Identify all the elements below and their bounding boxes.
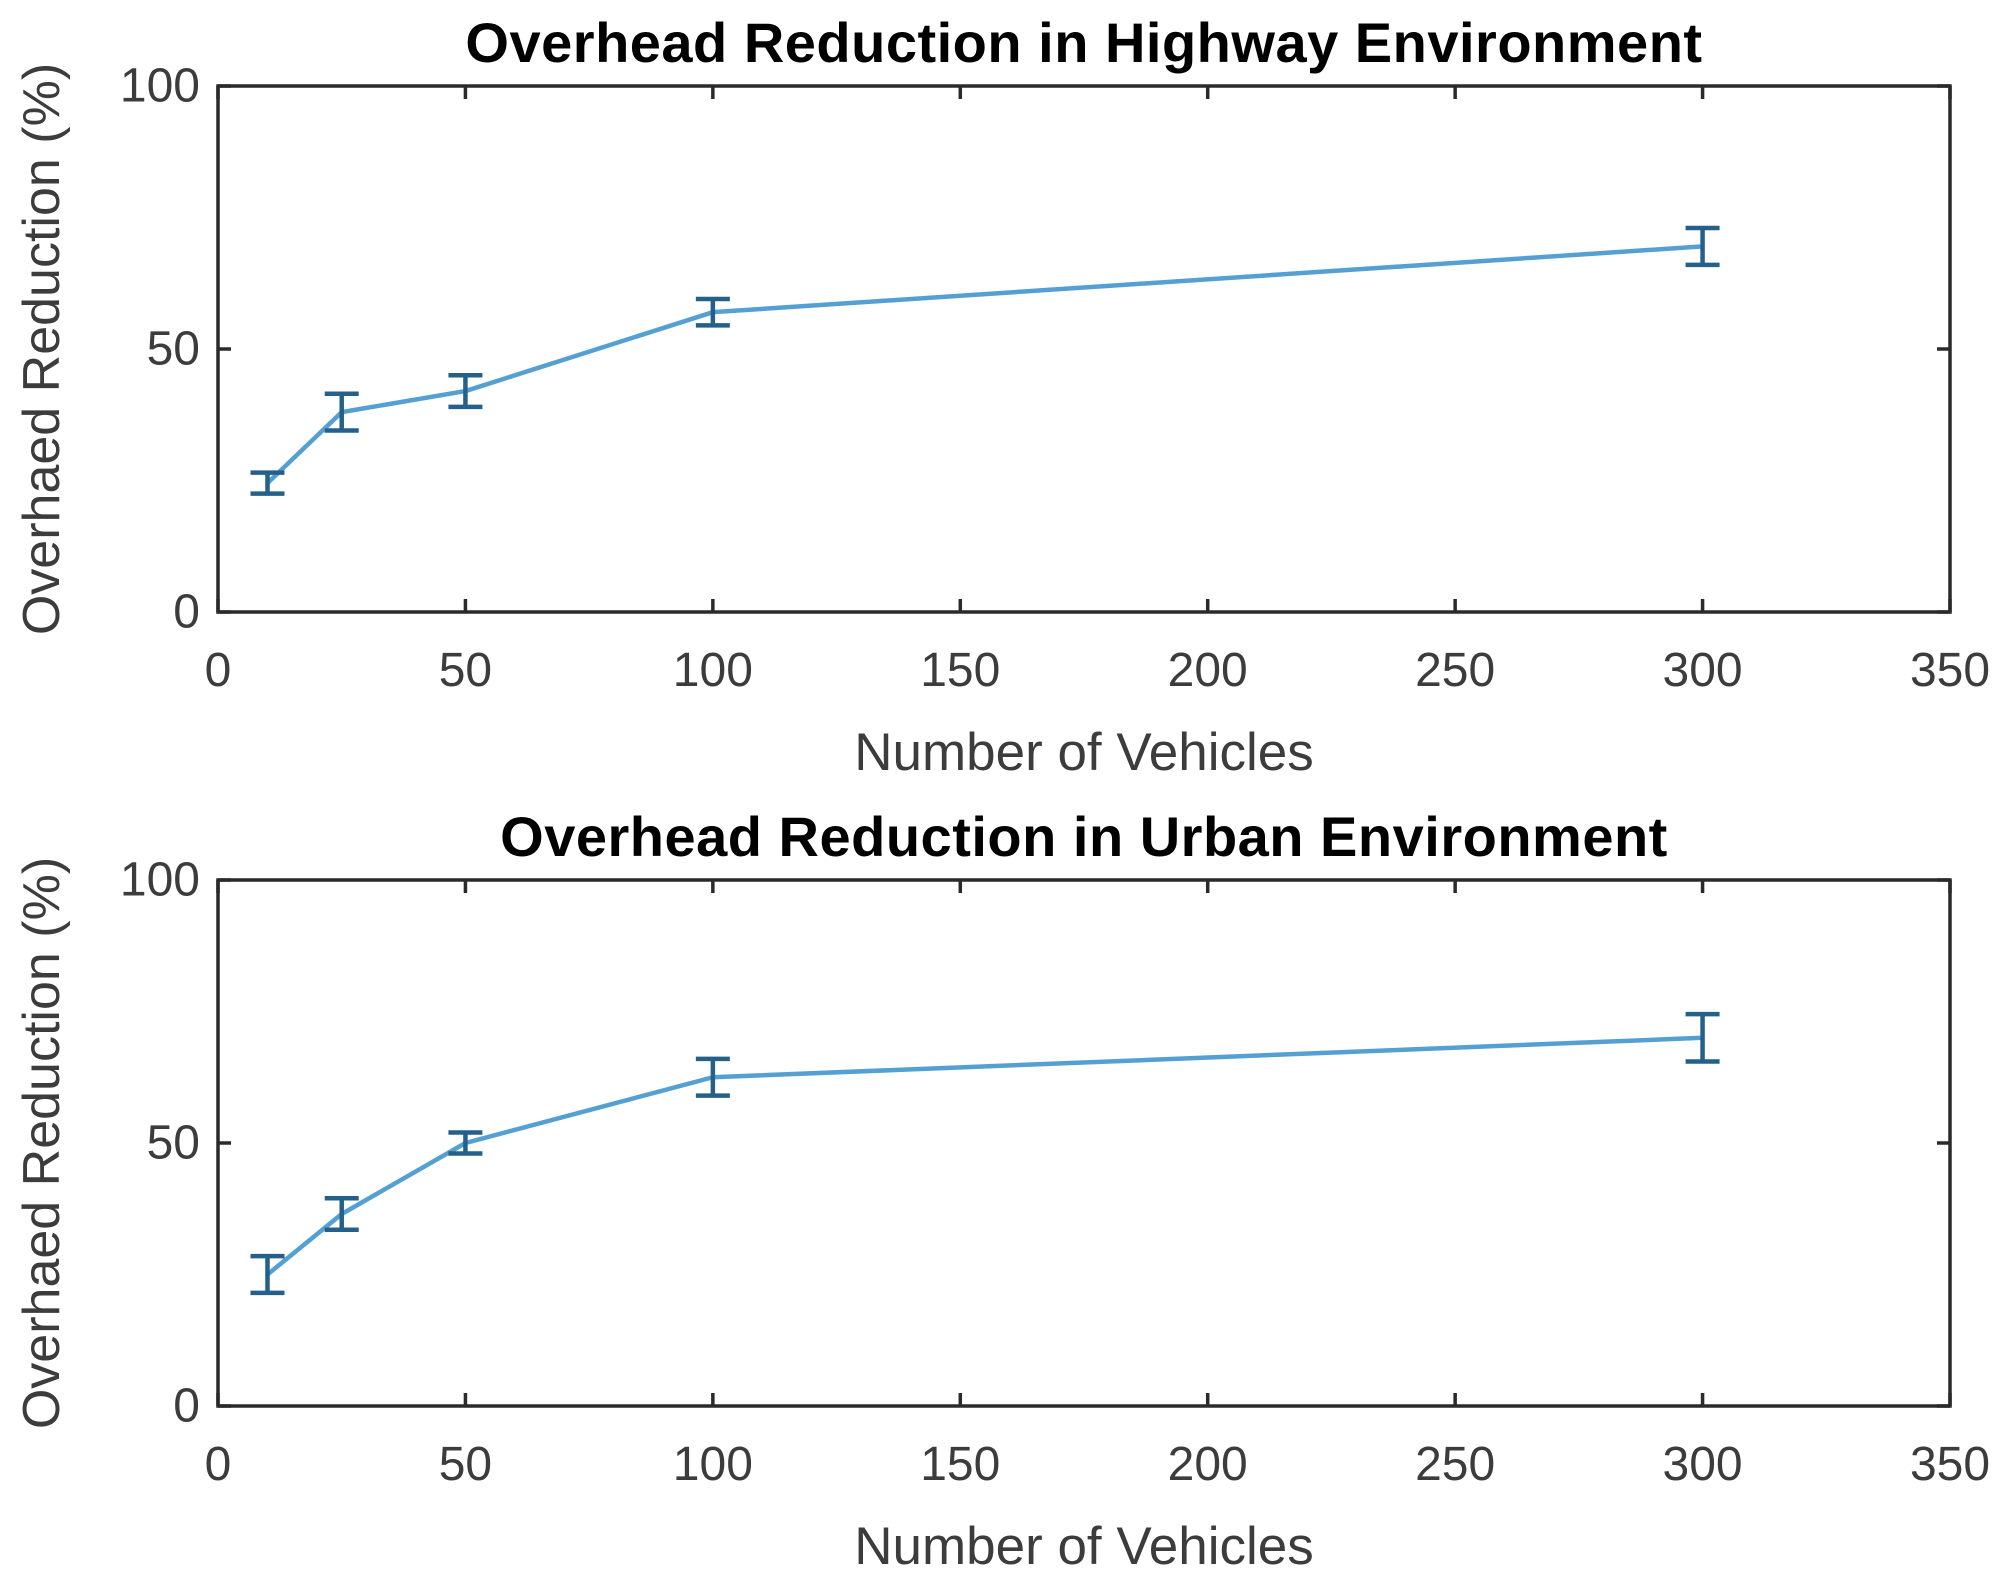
y-tick-label: 50 — [146, 322, 200, 376]
axes-box — [216, 878, 1952, 1408]
urban-plot-area — [216, 878, 1952, 1408]
highway-chart-title: Overhead Reduction in Highway Environmen… — [465, 11, 1703, 74]
x-tick-label: 150 — [920, 644, 1001, 697]
highway-x-axis-label: Number of Vehicles — [854, 723, 1314, 782]
x-tick-label: 250 — [1415, 1438, 1496, 1491]
y-tick-label: 100 — [119, 853, 200, 907]
x-tick-label: 300 — [1662, 644, 1743, 697]
y-tick-label: 0 — [173, 585, 200, 639]
data-line — [265, 244, 1703, 485]
urban-chart-title: Overhead Reduction in Urban Environment — [500, 805, 1668, 868]
x-tick-label: 200 — [1167, 644, 1248, 697]
urban-x-axis-label: Number of Vehicles — [854, 1517, 1314, 1576]
urban-chart: Overhead Reduction in Urban Environment … — [0, 794, 2008, 1588]
x-tick-label: 350 — [1909, 1438, 1991, 1491]
x-tick-label: 50 — [438, 644, 493, 697]
highway-chart: Overhead Reduction in Highway Environmen… — [13, 11, 1991, 782]
x-tick-label: 100 — [672, 644, 753, 697]
x-tick-label: 250 — [1415, 644, 1496, 697]
y-tick-label: 50 — [146, 1116, 200, 1170]
x-tick-label: 50 — [438, 1438, 493, 1491]
y-tick-label: 0 — [173, 1379, 200, 1433]
highway-plot-area — [216, 84, 1952, 614]
x-tick-label: 0 — [204, 1438, 232, 1491]
axes-box — [216, 84, 1952, 614]
x-tick-label: 350 — [1909, 644, 1991, 697]
x-tick-label: 100 — [672, 1438, 753, 1491]
data-line — [266, 1035, 1703, 1277]
x-tick-label: 150 — [920, 1438, 1001, 1491]
x-tick-label: 0 — [204, 644, 232, 697]
x-tick-label: 300 — [1662, 1438, 1743, 1491]
x-tick-label: 200 — [1167, 1438, 1248, 1491]
y-tick-label: 100 — [119, 59, 200, 113]
